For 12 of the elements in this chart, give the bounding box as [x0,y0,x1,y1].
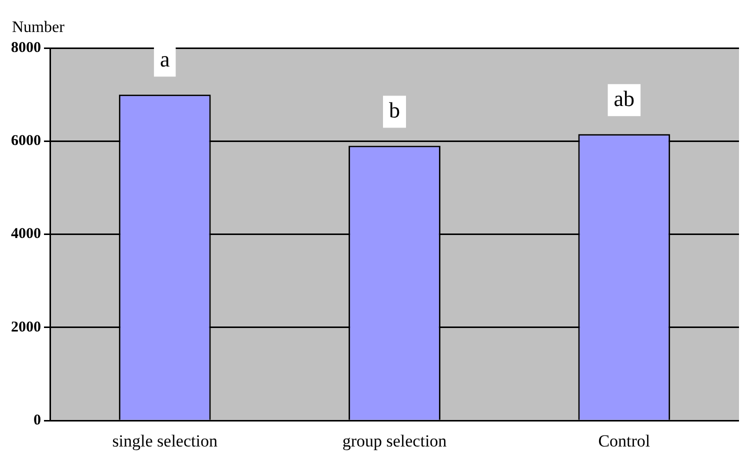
x-tick-label: single selection [112,431,218,450]
y-tick-label: 4000 [11,226,41,242]
x-tick-label: Control [598,431,650,450]
annotation: ab [614,86,635,111]
y-tick-label: 6000 [11,133,41,150]
y-tick-label: 0 [34,412,41,428]
x-tick-label: group selection [342,431,448,450]
y-axis-title: Number [12,19,66,36]
annotation: b [389,98,400,123]
annotation: a [160,46,170,72]
y-tick-label: 8000 [11,40,41,56]
y-tick-label: 2000 [11,319,41,336]
